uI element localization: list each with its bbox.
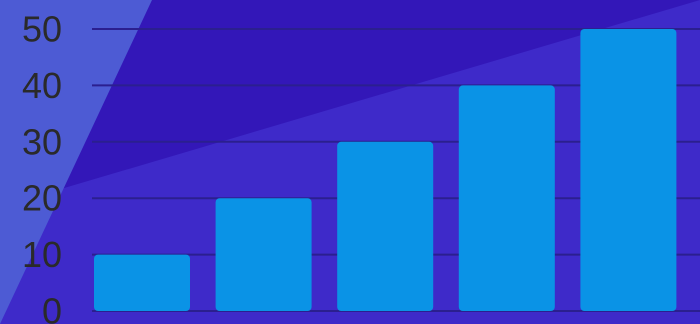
y-tick-label: 20 (22, 178, 62, 219)
y-tick-label: 10 (22, 234, 62, 275)
background-dark-band (0, 0, 700, 207)
y-tick-label: 50 (22, 9, 62, 50)
y-axis-ticks: 0 10 20 30 40 50 (22, 9, 62, 324)
y-tick-label: 40 (22, 65, 62, 106)
background-light-wedge (0, 0, 152, 324)
bar (458, 85, 555, 312)
bar (580, 29, 677, 311)
bar (337, 141, 434, 311)
bar (94, 254, 190, 311)
bars (94, 29, 677, 312)
y-tick-label: 0 (42, 291, 62, 324)
bar (215, 198, 312, 311)
y-tick-label: 30 (22, 121, 62, 162)
